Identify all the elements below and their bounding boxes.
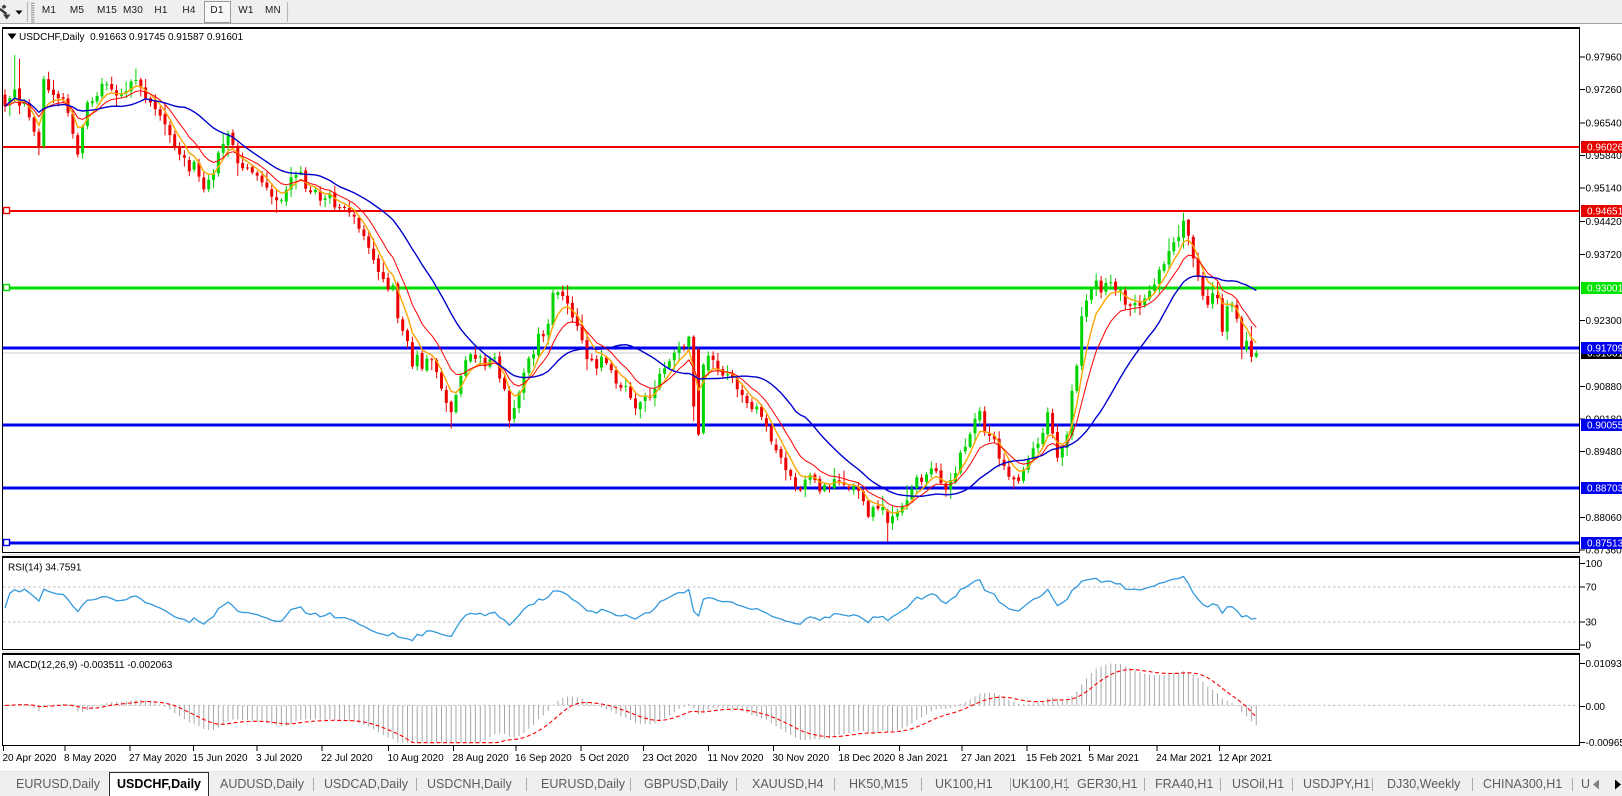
svg-text:5 Mar 2021: 5 Mar 2021 (1089, 753, 1140, 764)
svg-text:0: 0 (1586, 641, 1592, 652)
svg-text:22 Jul 2020: 22 Jul 2020 (321, 753, 373, 764)
svg-text:100: 100 (1586, 559, 1603, 570)
svg-text:0.00: 0.00 (1586, 702, 1606, 713)
svg-text:8 May 2020: 8 May 2020 (64, 753, 117, 764)
svg-text:16 Sep 2020: 16 Sep 2020 (515, 753, 572, 764)
svg-text:RSI(14) 34.7591: RSI(14) 34.7591 (8, 563, 82, 574)
svg-text:0.97960: 0.97960 (1586, 53, 1622, 64)
svg-text:3 Jul 2020: 3 Jul 2020 (256, 753, 303, 764)
svg-text:8 Jan 2021: 8 Jan 2021 (899, 753, 949, 764)
svg-text:0.96540: 0.96540 (1586, 119, 1622, 130)
svg-text:0.87360: 0.87360 (1586, 546, 1622, 557)
svg-text:70: 70 (1586, 583, 1598, 594)
svg-text:20 Apr 2020: 20 Apr 2020 (3, 753, 57, 764)
svg-text:23 Oct 2020: 23 Oct 2020 (643, 753, 698, 764)
svg-text:27 Jan 2021: 27 Jan 2021 (961, 753, 1016, 764)
svg-text:0.87513: 0.87513 (1587, 539, 1622, 550)
svg-text:10 Aug 2020: 10 Aug 2020 (388, 753, 445, 764)
svg-text:30 Nov 2020: 30 Nov 2020 (773, 753, 830, 764)
svg-text:0.88060: 0.88060 (1586, 513, 1622, 524)
svg-text:0.93720: 0.93720 (1586, 250, 1622, 261)
svg-text:0.90880: 0.90880 (1586, 382, 1622, 393)
svg-text:MACD(12,26,9) -0.003511 -0.002: MACD(12,26,9) -0.003511 -0.002063 (8, 660, 173, 671)
svg-text:11 Nov 2020: 11 Nov 2020 (708, 753, 764, 764)
svg-text:5 Oct 2020: 5 Oct 2020 (580, 753, 629, 764)
svg-text:0.89480: 0.89480 (1586, 447, 1622, 458)
svg-text:15 Feb 2021: 15 Feb 2021 (1026, 753, 1083, 764)
svg-text:0.010933: 0.010933 (1586, 659, 1622, 670)
svg-text:0.90055: 0.90055 (1587, 421, 1622, 432)
svg-text:0.97260: 0.97260 (1586, 85, 1622, 96)
svg-text:28 Aug 2020: 28 Aug 2020 (453, 753, 510, 764)
svg-text:0.91709: 0.91709 (1587, 344, 1622, 355)
svg-text:0.96026: 0.96026 (1587, 143, 1622, 154)
svg-text:0.94651: 0.94651 (1587, 207, 1622, 218)
svg-text:30: 30 (1586, 618, 1598, 629)
svg-text:USDCHF,Daily 0.91663 0.91745: USDCHF,Daily 0.91663 0.91745 0.91587 0.9… (19, 32, 243, 43)
svg-text:0.95840: 0.95840 (1586, 151, 1622, 162)
svg-text:15 Jun 2020: 15 Jun 2020 (193, 753, 248, 764)
svg-text:18 Dec 2020: 18 Dec 2020 (839, 753, 896, 764)
svg-text:0.88703: 0.88703 (1587, 484, 1622, 495)
svg-text:0.92300: 0.92300 (1586, 316, 1622, 327)
svg-text:0.94420: 0.94420 (1586, 217, 1622, 228)
svg-text:-0.009653: -0.009653 (1586, 738, 1622, 749)
svg-text:0.95140: 0.95140 (1586, 184, 1622, 195)
svg-text:24 Mar 2021: 24 Mar 2021 (1156, 753, 1213, 764)
svg-text:12 Apr 2021: 12 Apr 2021 (1218, 753, 1272, 764)
svg-text:27 May 2020: 27 May 2020 (129, 753, 187, 764)
svg-text:0.93001: 0.93001 (1587, 284, 1622, 295)
